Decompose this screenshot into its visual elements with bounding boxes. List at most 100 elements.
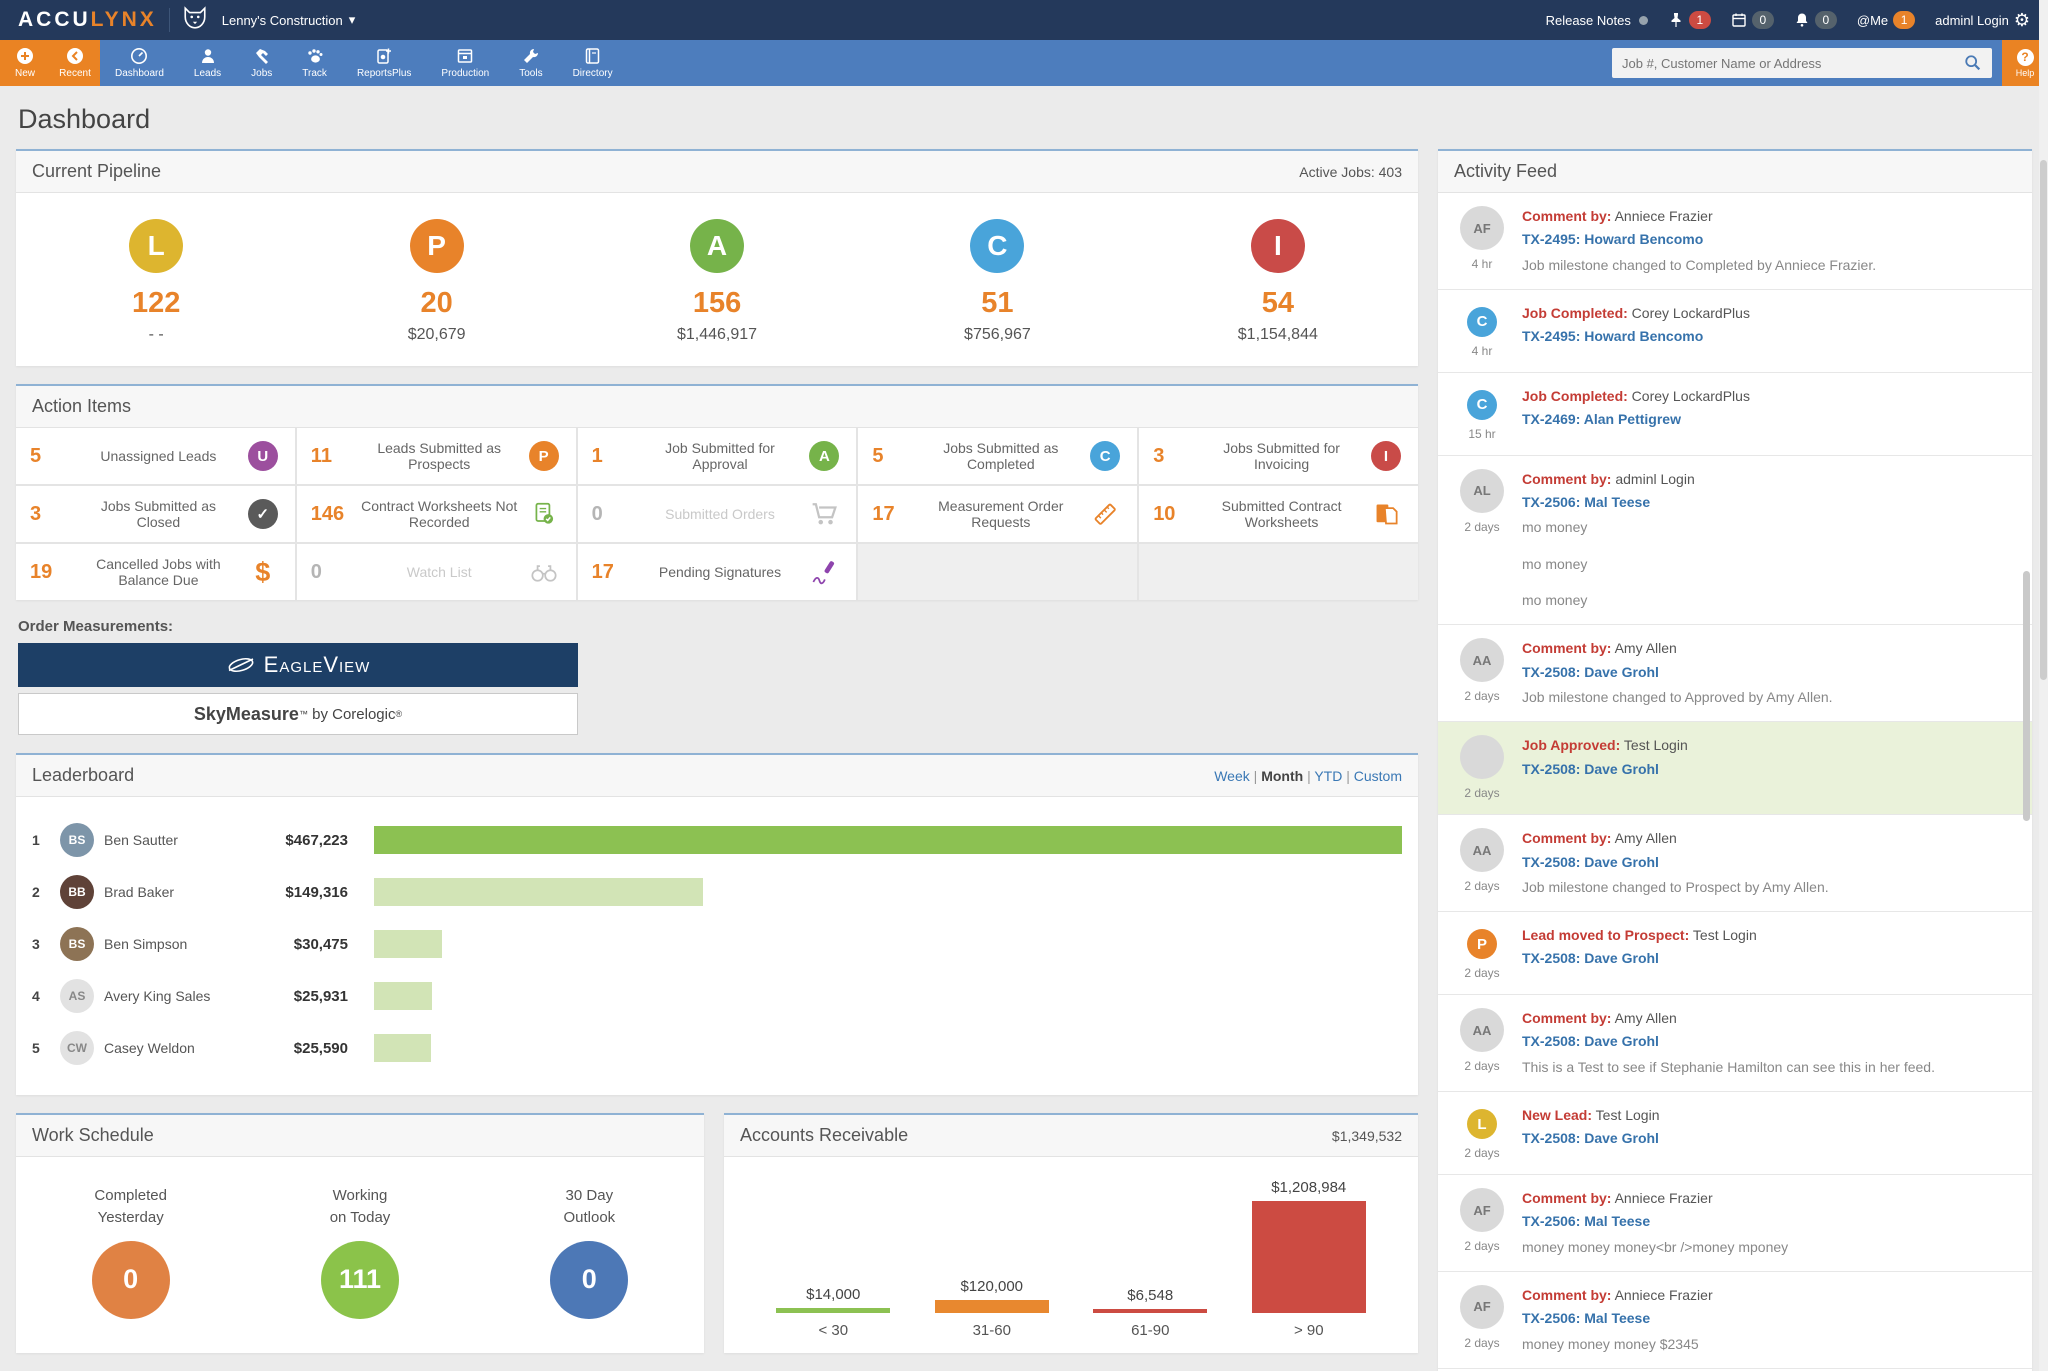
new-button[interactable]: New — [0, 40, 50, 86]
nav-jobs[interactable]: Jobs — [236, 40, 287, 86]
sales-amount: $30,475 — [293, 935, 348, 953]
feed-scrollbar[interactable] — [2023, 571, 2030, 821]
nav-production[interactable]: Production — [426, 40, 504, 86]
action-label: Pending Signatures — [658, 564, 782, 580]
avatar: AA — [1460, 828, 1504, 873]
nav-tools-label: Tools — [519, 68, 543, 79]
pipeline-stage-prospects[interactable]: P 20 $20,679 — [296, 219, 576, 344]
pinned-items-button[interactable]: 1 — [1668, 11, 1711, 29]
user-menu[interactable]: adminl Login ⚙ — [1935, 11, 2030, 29]
job-link[interactable]: TX-2506: Mal Teese — [1522, 1213, 1651, 1230]
timestamp: 2 days — [1464, 1239, 1500, 1254]
bar-value: $14,000 — [806, 1286, 861, 1303]
nav-leads[interactable]: Leads — [179, 40, 236, 86]
action-jobs-closed[interactable]: 3 Jobs Submitted as Closed ✓ — [16, 486, 295, 542]
pipeline-stage-leads[interactable]: L 122 - - — [16, 219, 296, 344]
action-unassigned-leads[interactable]: 5 Unassigned Leads U — [16, 428, 295, 484]
page-scrollbar[interactable] — [2039, 0, 2048, 1371]
job-link[interactable]: TX-2508: Dave Grohl — [1522, 760, 1659, 777]
nav-track[interactable]: Track — [287, 40, 342, 86]
page-scrollbar-thumb[interactable] — [2040, 160, 2047, 680]
stage-a-icon: A — [690, 219, 745, 273]
salesperson-name: Ben Simpson — [104, 936, 188, 952]
caret-down-icon: ▾ — [348, 12, 356, 27]
filter-week[interactable]: Week — [1214, 767, 1250, 784]
salesperson-name: Brad Baker — [104, 884, 175, 900]
timestamp: 4 hr — [1471, 257, 1493, 271]
action-contract-worksheets[interactable]: 146 Contract Worksheets Not Recorded — [296, 486, 576, 542]
search-input[interactable] — [1622, 55, 1964, 71]
skymeasure-by-label: by Corelogic — [312, 705, 396, 723]
nav-directory-label: Directory — [572, 68, 613, 79]
bar — [1251, 1201, 1366, 1313]
job-link[interactable]: TX-2508: Dave Grohl — [1522, 1130, 1659, 1147]
book-icon — [585, 48, 599, 64]
calendar-button[interactable]: 0 — [1731, 11, 1774, 29]
avatar: BS — [60, 927, 94, 961]
sales-amount: $149,316 — [285, 883, 348, 901]
action-jobs-completed[interactable]: 5 Jobs Submitted as Completed C — [858, 428, 1138, 484]
job-link[interactable]: TX-2508: Dave Grohl — [1522, 663, 1659, 680]
timestamp: 2 days — [1464, 519, 1500, 534]
skymeasure-button[interactable]: SkyMeasure ™ by Corelogic ® — [18, 693, 578, 735]
notifications-button[interactable]: 0 — [1794, 11, 1837, 29]
action-submitted-worksheets[interactable]: 10 Submitted Contract Worksheets — [1139, 486, 1418, 542]
action-label: Measurement Order Requests — [938, 498, 1064, 530]
release-notes-link[interactable]: Release Notes — [1546, 13, 1648, 28]
filter-separator: | — [1253, 767, 1258, 784]
nav-dashboard[interactable]: Dashboard — [100, 40, 179, 86]
action-job-approval[interactable]: 1 Job Submitted for Approval A — [577, 428, 857, 484]
documents-icon — [1368, 501, 1404, 527]
stage-count: 54 — [1261, 287, 1294, 319]
action-jobs-invoicing[interactable]: 3 Jobs Submitted for Invoicing I — [1139, 428, 1418, 484]
action-cancelled-jobs[interactable]: 19 Cancelled Jobs with Balance Due $ — [16, 544, 295, 600]
action-label: Jobs Submitted as Completed — [943, 440, 1059, 472]
event-type: Comment by: — [1522, 1286, 1612, 1303]
job-link[interactable]: TX-2469: Alan Pettigrew — [1522, 411, 1681, 428]
pipeline-stage-invoiced[interactable]: I 54 $1,154,844 — [1138, 219, 1418, 344]
filter-ytd[interactable]: YTD — [1314, 767, 1343, 784]
job-link[interactable]: TX-2508: Dave Grohl — [1522, 1033, 1659, 1050]
nav-directory[interactable]: Directory — [558, 40, 628, 86]
eagleview-button[interactable]: EagleView — [18, 643, 578, 687]
action-label: Cancelled Jobs with Balance Due — [96, 556, 221, 588]
job-link[interactable]: TX-2506: Mal Teese — [1522, 494, 1651, 511]
filter-month[interactable]: Month — [1261, 767, 1304, 784]
filter-custom[interactable]: Custom — [1353, 767, 1402, 784]
ar-bucket-over-90: $1,208,984 > 90 — [1230, 1179, 1389, 1339]
job-link[interactable]: TX-2506: Mal Teese — [1522, 1310, 1651, 1327]
contract-check-icon — [526, 501, 562, 527]
leaderboard-row: 4 AS Avery King Sales $25,931 — [32, 975, 1402, 1017]
pipeline-stage-approved[interactable]: A 156 $1,446,917 — [577, 219, 857, 344]
job-link[interactable]: TX-2508: Dave Grohl — [1522, 950, 1659, 967]
company-name: Lenny's Construction — [221, 12, 343, 28]
invoicing-i-icon: I — [1370, 441, 1401, 471]
pipeline-stage-completed[interactable]: C 51 $756,967 — [857, 219, 1137, 344]
action-count: 146 — [310, 502, 345, 525]
eagleview-label: EagleView — [263, 652, 371, 677]
action-count: 1 — [591, 444, 603, 467]
action-count: 17 — [872, 502, 895, 525]
job-link[interactable]: TX-2495: Howard Bencomo — [1522, 231, 1704, 248]
global-search[interactable] — [1612, 48, 1992, 78]
nav-tools[interactable]: Tools — [504, 40, 557, 86]
action-measurement-orders[interactable]: 17 Measurement Order Requests — [858, 486, 1138, 542]
help-label: Help — [2015, 67, 2035, 78]
feed-entry: L 2 days New Lead: Test Login TX-2508: Da… — [1438, 1092, 2032, 1176]
job-link[interactable]: TX-2495: Howard Bencomo — [1522, 328, 1704, 345]
user-name: adminl Login — [1935, 12, 2009, 28]
at-me-button[interactable]: @Me 1 — [1857, 11, 1916, 29]
search-icon[interactable] — [1964, 54, 1982, 72]
action-submitted-orders[interactable]: 0 Submitted Orders — [577, 486, 857, 542]
company-selector[interactable]: Lenny's Construction ▾ — [222, 12, 356, 28]
action-watch-list[interactable]: 0 Watch List — [296, 544, 576, 600]
stage-amount: - - — [148, 326, 164, 343]
action-label: Jobs Submitted for Invoicing — [1223, 440, 1340, 472]
reg-mark: ® — [395, 709, 403, 719]
job-link[interactable]: TX-2508: Dave Grohl — [1522, 853, 1659, 870]
nav-reportsplus[interactable]: ReportsPlus — [342, 40, 426, 86]
action-pending-signatures[interactable]: 17 Pending Signatures — [577, 544, 857, 600]
action-leads-prospects[interactable]: 11 Leads Submitted as Prospects P — [296, 428, 576, 484]
recent-button[interactable]: Recent — [50, 40, 100, 86]
actor: Amy Allen — [1614, 830, 1677, 847]
